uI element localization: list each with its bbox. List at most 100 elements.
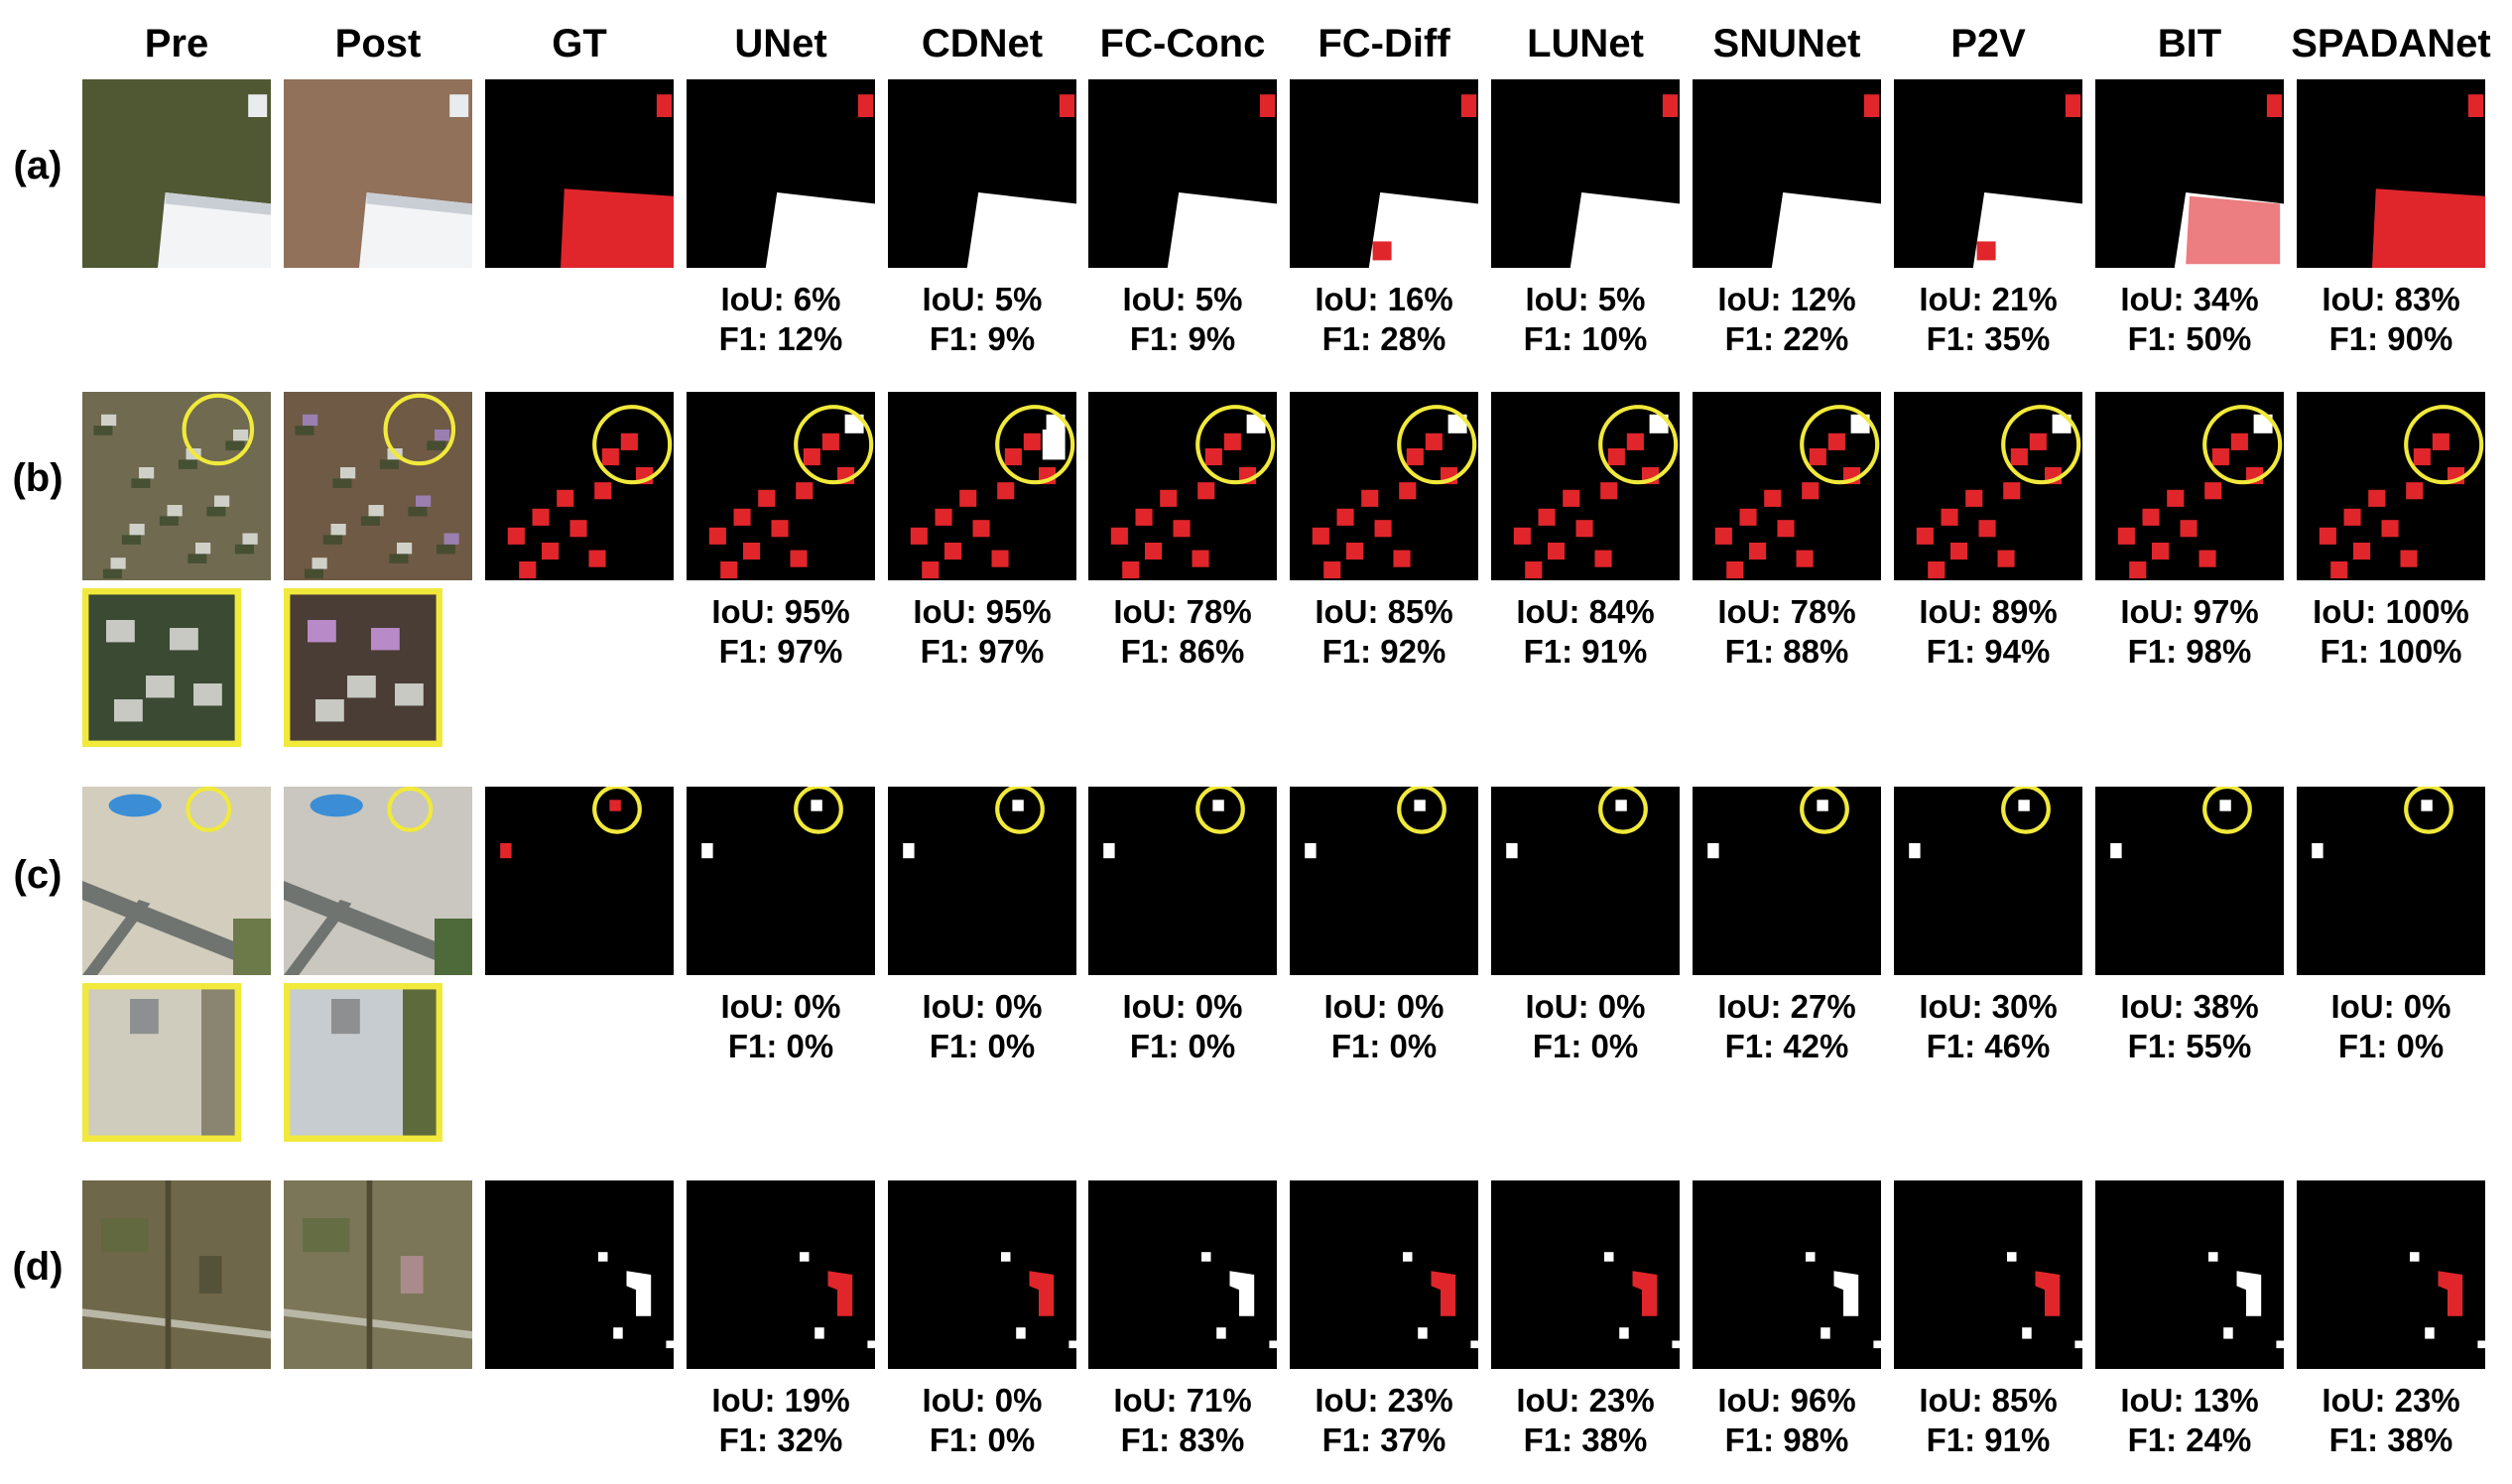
- pre-image-svg: [82, 392, 271, 580]
- pre-image-svg: [82, 79, 271, 268]
- post-image: [284, 787, 472, 975]
- post-zoom-inset: [284, 588, 442, 747]
- column-header: GT: [552, 22, 607, 65]
- gt-mask: [485, 79, 674, 268]
- f1-value: F1: 37%: [1321, 1422, 1446, 1458]
- f1-value: F1: 10%: [1523, 320, 1648, 357]
- prediction-mask-svg: [1290, 392, 1478, 580]
- iou-value: IoU: 5%: [1122, 281, 1243, 317]
- f1-value: F1: 9%: [1129, 320, 1236, 357]
- post-zoom-inset-svg: [284, 588, 442, 747]
- prediction-mask: [1894, 392, 2082, 580]
- prediction-mask-svg: [2095, 392, 2284, 580]
- prediction-mask: [2297, 1180, 2485, 1369]
- prediction-mask: [1088, 1180, 1277, 1369]
- column-header: SNUNet: [1712, 22, 1861, 65]
- iou-value: IoU: 0%: [1323, 988, 1444, 1025]
- prediction-mask-svg: [1088, 787, 1277, 975]
- iou-value: IoU: 19%: [711, 1382, 850, 1419]
- prediction-mask-svg: [1894, 392, 2082, 580]
- prediction-mask-svg: [1491, 79, 1680, 268]
- pre-image: [82, 787, 271, 975]
- prediction-mask-svg: [687, 79, 875, 268]
- prediction-mask-svg: [1290, 1180, 1478, 1369]
- post-image-svg: [284, 79, 472, 268]
- prediction-mask-svg: [687, 392, 875, 580]
- f1-value: F1: 90%: [2328, 320, 2453, 357]
- pre-zoom-inset: [82, 983, 241, 1142]
- post-zoom-inset: [284, 983, 442, 1142]
- post-image-svg: [284, 392, 472, 580]
- iou-value: IoU: 12%: [1717, 281, 1856, 317]
- prediction-mask: [2297, 392, 2485, 580]
- post-image: [284, 79, 472, 268]
- iou-value: IoU: 85%: [1919, 1382, 2058, 1419]
- iou-value: IoU: 89%: [1919, 593, 2058, 630]
- prediction-mask-svg: [2095, 787, 2284, 975]
- prediction-mask: [687, 392, 875, 580]
- prediction-mask-svg: [1491, 1180, 1680, 1369]
- f1-value: F1: 9%: [929, 320, 1036, 357]
- iou-value: IoU: 78%: [1113, 593, 1252, 630]
- prediction-mask-svg: [1088, 392, 1277, 580]
- column-header: LUNet: [1527, 22, 1644, 65]
- gt-mask-svg: [485, 392, 674, 580]
- f1-value: F1: 97%: [920, 633, 1045, 670]
- prediction-mask: [687, 1180, 875, 1369]
- iou-value: IoU: 13%: [2120, 1382, 2259, 1419]
- f1-value: F1: 0%: [2337, 1028, 2445, 1064]
- f1-value: F1: 88%: [1724, 633, 1849, 670]
- prediction-mask: [1693, 787, 1881, 975]
- iou-value: IoU: 23%: [1315, 1382, 1453, 1419]
- f1-value: F1: 83%: [1120, 1422, 1245, 1458]
- f1-value: F1: 91%: [1926, 1422, 2051, 1458]
- iou-value: IoU: 0%: [720, 988, 841, 1025]
- iou-value: IoU: 84%: [1516, 593, 1655, 630]
- iou-value: IoU: 0%: [1122, 988, 1243, 1025]
- iou-value: IoU: 30%: [1919, 988, 2058, 1025]
- prediction-mask: [1491, 392, 1680, 580]
- f1-value: F1: 55%: [2127, 1028, 2252, 1064]
- iou-value: IoU: 16%: [1315, 281, 1453, 317]
- f1-value: F1: 98%: [2127, 633, 2252, 670]
- prediction-mask: [1290, 1180, 1478, 1369]
- prediction-mask-svg: [2297, 392, 2485, 580]
- prediction-mask: [1088, 787, 1277, 975]
- pre-image: [82, 1180, 271, 1369]
- prediction-mask: [687, 79, 875, 268]
- f1-value: F1: 24%: [2127, 1422, 2252, 1458]
- gt-mask-svg: [485, 787, 674, 975]
- iou-value: IoU: 34%: [2120, 281, 2259, 317]
- prediction-mask: [2095, 787, 2284, 975]
- pre-zoom-inset: [82, 588, 241, 747]
- f1-value: F1: 98%: [1724, 1422, 1849, 1458]
- prediction-mask: [687, 787, 875, 975]
- pre-zoom-inset-svg: [82, 983, 241, 1142]
- column-header: P2V: [1950, 22, 2026, 65]
- iou-value: IoU: 23%: [1516, 1382, 1655, 1419]
- prediction-mask: [2297, 79, 2485, 268]
- column-header: SPADANet: [2291, 22, 2491, 65]
- gt-mask: [485, 787, 674, 975]
- iou-value: IoU: 38%: [2120, 988, 2259, 1025]
- column-header: UNet: [734, 22, 827, 65]
- iou-value: IoU: 5%: [1525, 281, 1646, 317]
- post-zoom-inset-svg: [284, 983, 442, 1142]
- prediction-mask: [2095, 1180, 2284, 1369]
- prediction-mask-svg: [1088, 1180, 1277, 1369]
- post-image-svg: [284, 1180, 472, 1369]
- f1-value: F1: 32%: [718, 1422, 843, 1458]
- f1-value: F1: 42%: [1724, 1028, 1849, 1064]
- prediction-mask: [888, 79, 1076, 268]
- prediction-mask-svg: [888, 79, 1076, 268]
- iou-value: IoU: 95%: [711, 593, 850, 630]
- prediction-mask: [1088, 392, 1277, 580]
- prediction-mask-svg: [687, 787, 875, 975]
- prediction-mask-svg: [1894, 1180, 2082, 1369]
- f1-value: F1: 28%: [1321, 320, 1446, 357]
- column-header: BIT: [2157, 22, 2222, 65]
- f1-value: F1: 0%: [1330, 1028, 1438, 1064]
- prediction-mask: [888, 787, 1076, 975]
- pre-image-svg: [82, 1180, 271, 1369]
